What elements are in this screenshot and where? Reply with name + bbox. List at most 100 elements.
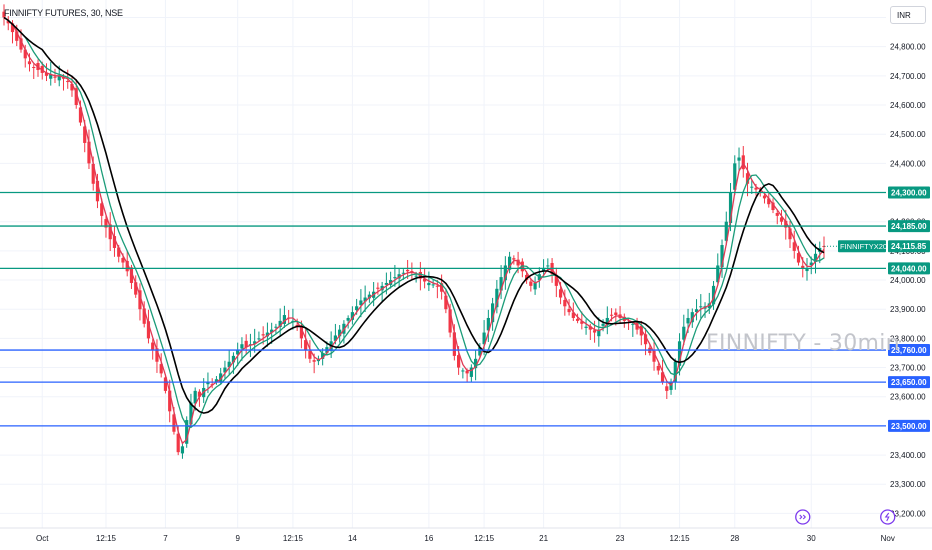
earnings-icon-glyph	[799, 514, 807, 520]
candle-body	[711, 285, 716, 305]
candle-body	[788, 228, 792, 240]
candle-body	[609, 314, 614, 316]
y-tick-label: 23,900.00	[890, 305, 926, 314]
candle-body	[401, 272, 405, 274]
candle-body	[231, 355, 236, 363]
candle-body	[227, 361, 231, 368]
candle-body	[533, 282, 537, 290]
candle-body	[384, 282, 388, 285]
candle-body	[23, 49, 27, 59]
x-tick-label: 16	[424, 534, 433, 543]
candle-body	[193, 390, 197, 404]
candle-body	[524, 274, 529, 281]
candle-body	[414, 275, 418, 277]
candle-body	[784, 220, 788, 228]
level-price-label: 24,185.00	[891, 222, 927, 231]
y-tick-label: 23,300.00	[890, 480, 926, 489]
candle-body	[495, 288, 499, 308]
candle-body	[129, 267, 134, 283]
symbol-title: FINNIFTY FUTURES, 30, NSE	[4, 8, 123, 18]
candle-body	[108, 224, 112, 240]
currency-button[interactable]: INR	[890, 6, 926, 24]
candle-body	[567, 308, 571, 313]
x-tick-label: 21	[539, 534, 548, 543]
candle-body	[163, 377, 168, 391]
candle-body	[214, 379, 219, 382]
ma-slow-line	[3, 16, 825, 414]
level-price-tag	[888, 376, 930, 389]
candle-body	[801, 265, 805, 269]
candle-body	[49, 74, 53, 79]
candle-body	[482, 332, 486, 345]
candle-body	[138, 290, 142, 310]
ma-mid-line	[3, 16, 825, 429]
candle-body	[448, 309, 452, 333]
level-price-label: 23,650.00	[891, 378, 927, 387]
level-price-tag	[888, 186, 930, 199]
x-tick-label: 14	[348, 534, 357, 543]
x-tick-label: Oct	[36, 534, 49, 543]
candle-body	[257, 338, 261, 340]
candle-body	[91, 163, 95, 184]
candle-body	[686, 317, 690, 324]
x-tick-label: 7	[163, 534, 168, 543]
candle-body	[189, 402, 193, 425]
candle-body	[100, 203, 104, 216]
candle-body	[57, 75, 61, 81]
candle-body	[66, 81, 70, 83]
candle-body	[682, 326, 686, 340]
candle-body	[771, 202, 775, 211]
candle-body	[461, 370, 465, 372]
price-axis[interactable]	[886, 0, 932, 550]
candle-body	[176, 433, 180, 453]
candle-body	[10, 23, 15, 33]
candle-body	[457, 355, 461, 368]
candle-body	[796, 253, 801, 263]
candle-body	[516, 259, 520, 266]
split-icon-glyph	[884, 512, 890, 522]
y-tick-label: 24,400.00	[890, 159, 926, 168]
candle-body	[444, 295, 448, 310]
candle-body	[282, 315, 287, 324]
candle-body	[223, 367, 227, 373]
x-tick-label: 12:15	[670, 534, 691, 543]
candle-body	[299, 325, 304, 339]
y-tick-label: 24,000.00	[890, 276, 926, 285]
candle-body	[554, 274, 558, 286]
candle-body	[32, 67, 36, 69]
candle-body	[270, 329, 274, 333]
level-price-tag	[888, 344, 930, 357]
candle-body	[2, 11, 6, 18]
candle-body	[151, 342, 155, 351]
candle-body	[584, 326, 588, 328]
candle-body	[507, 256, 512, 270]
y-tick-label: 23,800.00	[890, 334, 926, 343]
earnings-icon[interactable]	[795, 509, 811, 525]
candle-body	[699, 306, 703, 308]
x-tick-label: 9	[235, 534, 240, 543]
candle-body	[253, 341, 257, 344]
candle-body	[571, 312, 575, 318]
candle-body	[19, 38, 23, 50]
candle-body	[185, 420, 189, 444]
candle-body	[172, 414, 176, 432]
candle-body	[121, 257, 125, 263]
x-tick-label: 30	[807, 534, 816, 543]
y-tick-label: 24,500.00	[890, 130, 926, 139]
y-tick-label: 23,600.00	[890, 393, 926, 402]
candle-body	[750, 186, 754, 188]
candle-body	[155, 348, 159, 362]
candle-body	[792, 242, 796, 251]
y-tick-label: 23,700.00	[890, 364, 926, 373]
candle-body	[146, 321, 151, 339]
candle-body	[53, 76, 57, 78]
candle-body	[779, 217, 784, 222]
candle-body	[134, 282, 138, 295]
candle-body	[431, 284, 435, 286]
candle-body	[580, 321, 584, 324]
candle-body	[338, 329, 342, 337]
candle-body	[333, 335, 337, 341]
candle-body	[673, 361, 677, 383]
candle-body	[491, 303, 495, 323]
